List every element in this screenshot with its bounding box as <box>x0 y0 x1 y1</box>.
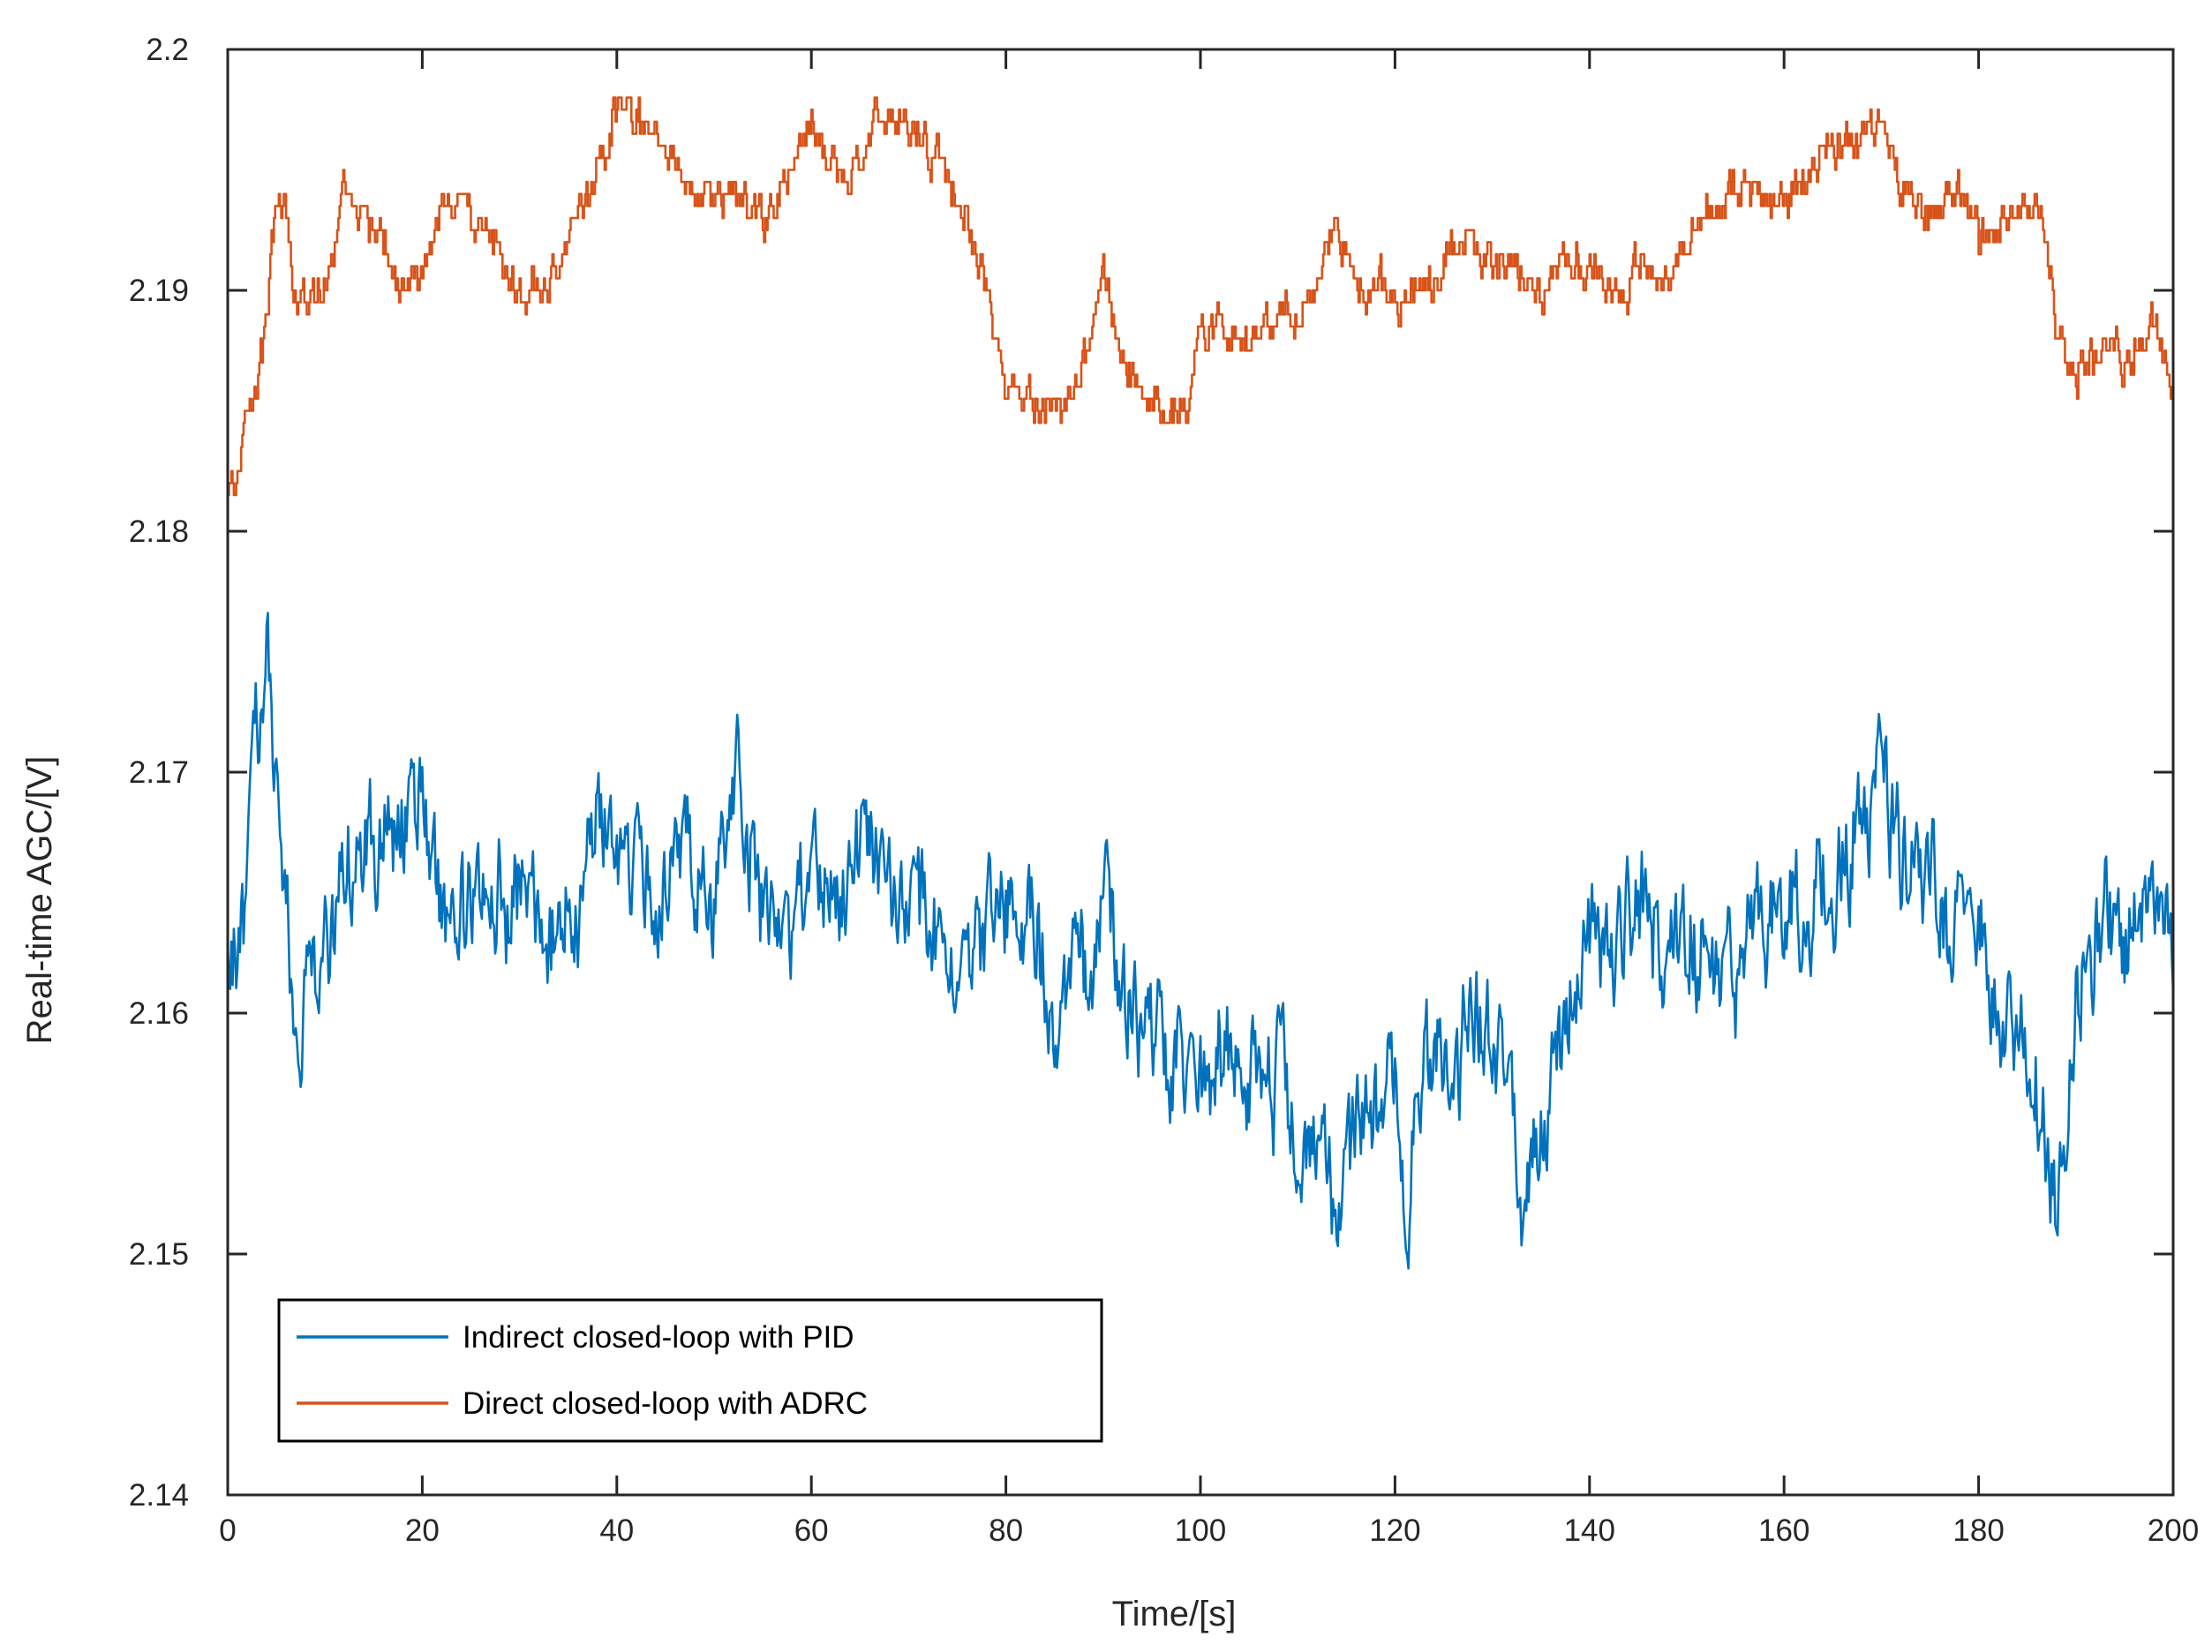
y-tick-label: 2.18 <box>129 514 189 549</box>
x-axis-label: Time/[s] <box>1112 1595 1237 1633</box>
x-tick-label: 200 <box>2148 1513 2199 1548</box>
legend: Indirect closed-loop with PID Direct clo… <box>277 1298 1103 1443</box>
x-tick-label: 160 <box>1758 1513 1809 1548</box>
legend-label-pid: Indirect closed-loop with PID <box>463 1320 854 1355</box>
y-tick-label: 2.15 <box>129 1237 189 1272</box>
x-tick-label: 180 <box>1952 1513 2004 1548</box>
y-axis-label: Real-time AGC/[V] <box>20 756 59 1045</box>
axis-tick-labels: 0 20 40 60 80 100 120 140 160 180 200 2.14 2.15 2.16 2… <box>129 33 2199 1548</box>
x-tick-label: 100 <box>1175 1513 1226 1548</box>
axis-ticks <box>226 48 2175 1497</box>
y-tick-label: 2.17 <box>129 755 189 790</box>
x-tick-label: 60 <box>794 1513 829 1548</box>
series-line-adrc <box>228 96 2173 497</box>
legend-label-adrc: Direct closed-loop with ADRC <box>463 1386 868 1421</box>
legend-box <box>277 1298 1103 1443</box>
x-tick-label: 120 <box>1369 1513 1420 1548</box>
y-tick-label: 2.19 <box>129 274 189 308</box>
series-line-pid <box>226 612 2175 1270</box>
x-tick-label: 140 <box>1564 1513 1615 1548</box>
plot-lines <box>226 96 2175 1270</box>
x-tick-label: 0 <box>219 1513 236 1548</box>
x-tick-label: 80 <box>989 1513 1023 1548</box>
y-tick-label: 2.14 <box>129 1478 189 1513</box>
y-tick-label: 2.2 <box>146 33 189 67</box>
x-tick-label: 20 <box>405 1513 440 1548</box>
y-tick-label: 2.16 <box>129 996 189 1031</box>
x-tick-label: 40 <box>599 1513 634 1548</box>
